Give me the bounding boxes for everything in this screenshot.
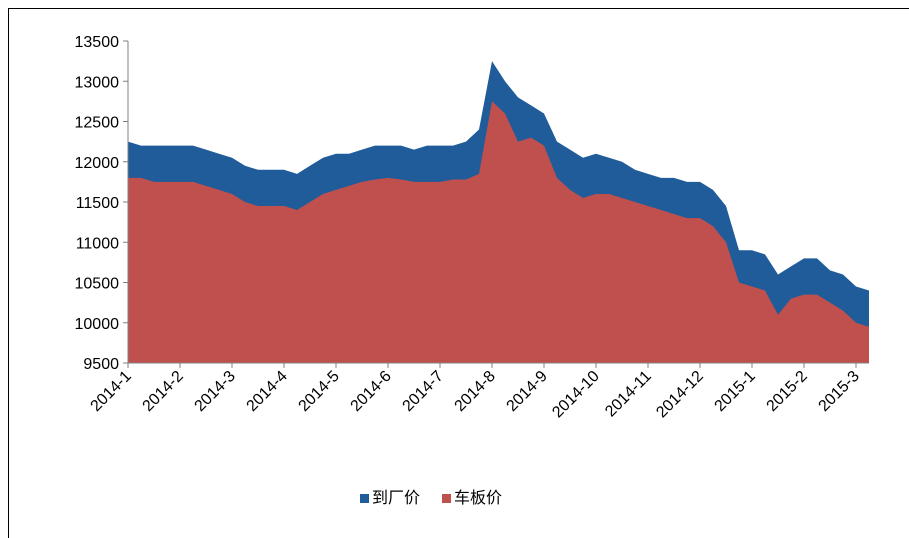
y-tick-label: 11000 (76, 235, 119, 252)
x-tick-label: 2015-1 (712, 368, 759, 415)
y-tick-label: 12000 (75, 155, 120, 172)
y-tick-label: 12500 (75, 115, 120, 132)
area (128, 101, 869, 363)
x-tick-label: 2014-1 (88, 368, 135, 415)
frame (8, 8, 909, 538)
y-tick-label: 9500 (83, 356, 119, 373)
x-tick-label: 2014-12 (653, 368, 707, 422)
x-tick-label: 2014-9 (504, 368, 551, 415)
y-tick-label: 10500 (75, 276, 120, 293)
x-tick-label: 2014-8 (452, 368, 499, 415)
y-tick-label: 13500 (75, 34, 120, 51)
x-tick-label: 2014-4 (244, 368, 291, 415)
x-tick-label: 2014-2 (140, 368, 187, 415)
x-tick-label: 2014-5 (296, 368, 343, 415)
x-tick-label: 2014-6 (348, 368, 395, 415)
y-tick-label: 10000 (75, 316, 120, 333)
x-tick-label: 2014-7 (400, 368, 447, 415)
x-tick-label: 2014-11 (602, 368, 655, 421)
x-tick-label: 2015-2 (764, 368, 811, 415)
legend-swatch (442, 494, 452, 503)
legend-label: 车板价 (454, 489, 502, 507)
x-tick-label: 2014-3 (192, 368, 239, 415)
x-tick-label: 2015-3 (816, 368, 863, 415)
y-tick-label: 13000 (75, 74, 120, 91)
legend-label: 到厂价 (372, 489, 420, 507)
x-tick-label: 2014-10 (549, 368, 603, 422)
y-tick-label: 11500 (76, 195, 119, 212)
legend-swatch (360, 494, 369, 503)
